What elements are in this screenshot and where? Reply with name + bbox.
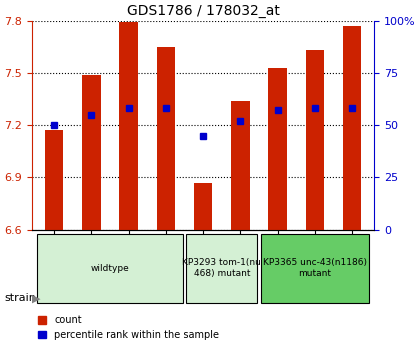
- Bar: [306, 50, 324, 230]
- Bar: [37, 234, 183, 303]
- Bar: [45, 130, 63, 230]
- Bar: [343, 26, 362, 230]
- Text: wildtype: wildtype: [91, 264, 129, 273]
- Text: ▶: ▶: [32, 294, 40, 303]
- Legend: count, percentile rank within the sample: count, percentile rank within the sample: [39, 315, 219, 340]
- Bar: [194, 183, 213, 230]
- Text: KP3293 tom-1(nu
468) mutant: KP3293 tom-1(nu 468) mutant: [182, 258, 261, 278]
- Bar: [119, 22, 138, 230]
- Bar: [268, 68, 287, 230]
- Text: KP3365 unc-43(n1186)
mutant: KP3365 unc-43(n1186) mutant: [263, 258, 367, 278]
- Bar: [261, 234, 369, 303]
- Bar: [157, 47, 175, 230]
- Title: GDS1786 / 178032_at: GDS1786 / 178032_at: [127, 4, 280, 18]
- Bar: [186, 234, 257, 303]
- Text: strain: strain: [4, 294, 36, 303]
- Bar: [231, 101, 250, 230]
- Bar: [82, 75, 101, 230]
